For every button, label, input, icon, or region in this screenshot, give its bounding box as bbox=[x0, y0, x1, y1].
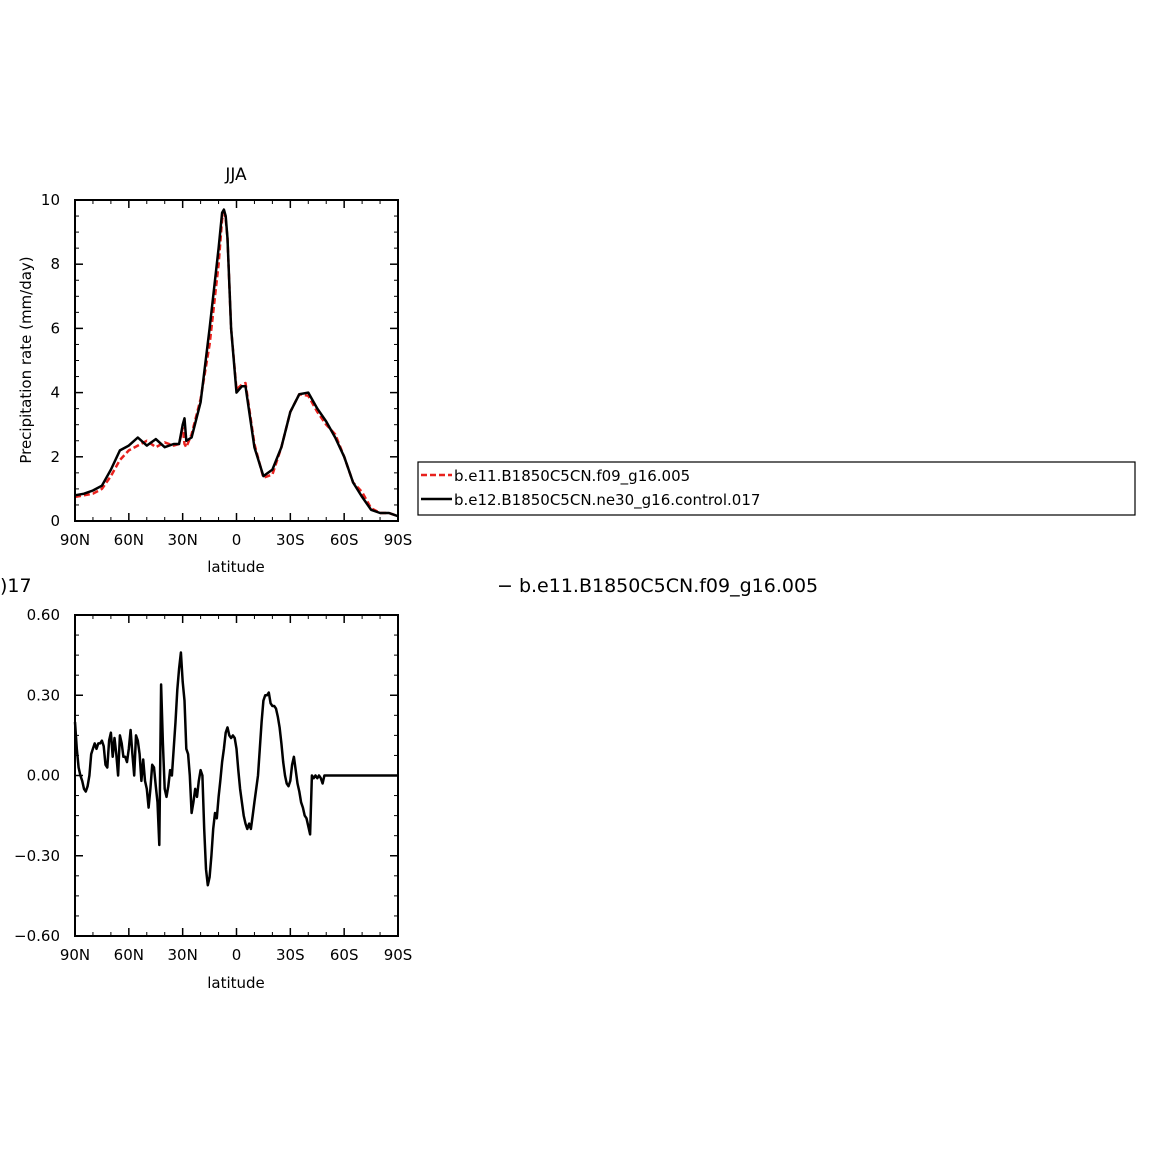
y-tick-label: 0.60 bbox=[27, 606, 60, 624]
x-tick-label: 90S bbox=[384, 531, 413, 549]
y-tick-label: 6 bbox=[50, 319, 60, 337]
x-tick-label: 60S bbox=[330, 531, 359, 549]
y-tick-label: 8 bbox=[50, 255, 60, 273]
legend: b.e11.B1850C5CN.f09_g16.005 b.e12.B1850C… bbox=[417, 461, 1136, 516]
x-tick-label: 30N bbox=[168, 946, 198, 964]
y-tick-label: −0.60 bbox=[14, 927, 60, 945]
x-tick-label: 30N bbox=[168, 531, 198, 549]
y-axis-title: Precipitation rate (mm/day) bbox=[17, 256, 35, 463]
x-tick-label: 90S bbox=[384, 946, 413, 964]
clipped-left-text: )17 bbox=[0, 575, 32, 597]
top-series-group bbox=[74, 208, 399, 518]
bottom-panel: latitude 90N 60N 30N 0 30S 60S 90S 0.60 0.30 0.00… bbox=[14, 606, 412, 992]
bottom-plot-frame bbox=[74, 614, 399, 937]
y-tick-label: 0.00 bbox=[27, 767, 60, 785]
top-panel: JJA Precipitation rate (mm/day) latitude… bbox=[17, 165, 412, 576]
series-line-b-e12 bbox=[74, 208, 399, 518]
x-tick-label: 60N bbox=[114, 946, 144, 964]
x-tick-label: 0 bbox=[232, 531, 242, 549]
y-tick-label: −0.30 bbox=[14, 847, 60, 865]
x-tick-label: 90N bbox=[60, 531, 90, 549]
bottom-axis-ticks: 90N 60N 30N 0 30S 60S 90S 0.60 0.30 0.00 −0.30 −0.6… bbox=[14, 606, 412, 964]
bottom-series-group bbox=[73, 651, 398, 887]
x-tick-label: 60S bbox=[330, 946, 359, 964]
chart-title: JJA bbox=[224, 165, 247, 185]
x-tick-label: 90N bbox=[60, 946, 90, 964]
y-tick-label: 0.30 bbox=[27, 686, 60, 704]
x-tick-label: 0 bbox=[232, 946, 242, 964]
x-tick-label: 30S bbox=[276, 946, 305, 964]
y-tick-label: 4 bbox=[50, 384, 60, 402]
top-plot-frame bbox=[74, 199, 399, 522]
legend-box bbox=[417, 461, 1136, 516]
x-tick-label: 30S bbox=[276, 531, 305, 549]
y-tick-label: 2 bbox=[50, 448, 60, 466]
y-tick-label: 0 bbox=[50, 512, 60, 530]
bottom-x-axis-title: latitude bbox=[207, 974, 265, 992]
top-axis-ticks: 90N 60N 30N 0 30S 60S 90S 0 2 4 6 8 10 bbox=[41, 191, 412, 549]
x-tick-label: 60N bbox=[114, 531, 144, 549]
clipped-right-text: − b.e11.B1850C5CN.f09_g16.005 bbox=[497, 575, 818, 597]
y-tick-label: 10 bbox=[41, 191, 60, 209]
legend-label-series-a: b.e11.B1850C5CN.f09_g16.005 bbox=[454, 467, 690, 486]
x-axis-title: latitude bbox=[207, 558, 265, 576]
legend-label-series-b: b.e12.B1850C5CN.ne30_g16.control.017 bbox=[454, 491, 760, 510]
series-line-difference bbox=[73, 651, 398, 887]
